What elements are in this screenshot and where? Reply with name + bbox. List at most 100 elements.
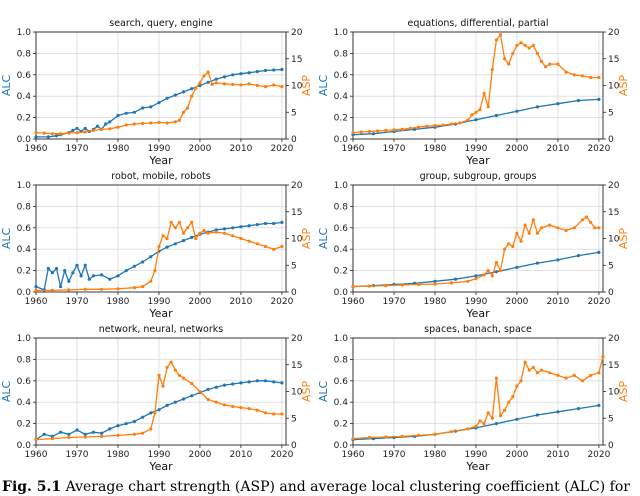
data-point-asp bbox=[503, 57, 507, 61]
data-point-asp bbox=[165, 236, 169, 241]
data-point-asp bbox=[449, 281, 453, 285]
x-tick-label: 1960 bbox=[25, 144, 48, 154]
data-point-asp bbox=[157, 373, 161, 377]
data-point-asp bbox=[231, 82, 235, 86]
data-point-alc bbox=[535, 413, 540, 417]
data-point-asp bbox=[34, 438, 38, 442]
data-point-asp bbox=[494, 376, 498, 380]
data-point-asp bbox=[280, 85, 284, 89]
data-point-asp bbox=[222, 82, 227, 86]
data-point-asp bbox=[376, 129, 380, 133]
data-point-asp bbox=[539, 226, 544, 230]
data-point-asp bbox=[198, 231, 202, 235]
data-point-asp bbox=[486, 269, 490, 273]
data-point-asp bbox=[486, 411, 490, 415]
data-point-asp bbox=[280, 412, 284, 416]
y-tick-label: 0.0 bbox=[334, 441, 349, 451]
data-point-asp bbox=[589, 220, 593, 224]
data-point-asp bbox=[482, 273, 486, 277]
y2-tick-label: 10 bbox=[608, 235, 620, 245]
data-point-asp bbox=[367, 129, 371, 134]
data-point-alc bbox=[371, 132, 376, 136]
data-point-alc bbox=[149, 411, 153, 415]
data-point-alc bbox=[576, 254, 581, 258]
data-point-alc bbox=[157, 408, 161, 412]
data-point-asp bbox=[157, 244, 161, 249]
data-point-asp bbox=[417, 433, 421, 437]
data-point-asp bbox=[470, 113, 474, 117]
data-point-alc bbox=[494, 270, 498, 274]
y-tick-label: 1.0 bbox=[334, 334, 349, 344]
figure-caption: Fig. 5.1 Average chart strength (ASP) an… bbox=[2, 478, 640, 496]
y2-tick-label: 5 bbox=[291, 414, 297, 424]
y-tick-label: 1.0 bbox=[334, 28, 349, 38]
data-point-asp bbox=[478, 108, 482, 112]
data-point-alc bbox=[272, 68, 276, 72]
data-point-alc bbox=[231, 73, 235, 77]
data-point-asp bbox=[247, 82, 251, 86]
y-tick-label: 0.0 bbox=[334, 288, 349, 298]
y-axis-label-alc: ALC bbox=[317, 381, 330, 403]
y2-tick-label: 15 bbox=[608, 361, 619, 371]
y-tick-label: 0.4 bbox=[17, 92, 32, 102]
data-point-asp bbox=[498, 33, 503, 37]
data-point-alc bbox=[83, 432, 87, 436]
data-point-alc bbox=[231, 226, 235, 230]
data-point-alc bbox=[173, 242, 177, 246]
chart-title: equations, differential, partial bbox=[408, 18, 549, 29]
data-point-asp bbox=[153, 269, 157, 273]
y2-tick-label: 10 bbox=[291, 388, 303, 398]
data-point-asp bbox=[91, 128, 95, 132]
x-tick-label: 2010 bbox=[229, 450, 252, 460]
data-point-asp bbox=[190, 381, 194, 386]
x-tick-label: 2000 bbox=[188, 450, 211, 460]
data-point-alc bbox=[91, 430, 95, 434]
x-tick-label: 2020 bbox=[270, 450, 293, 460]
data-point-asp bbox=[50, 132, 55, 136]
data-point-asp bbox=[194, 86, 198, 90]
x-tick-label: 2010 bbox=[546, 450, 569, 460]
data-point-asp bbox=[531, 365, 535, 369]
x-axis-label: Year bbox=[465, 154, 490, 167]
y-tick-label: 0.2 bbox=[17, 420, 31, 430]
data-point-asp bbox=[141, 285, 145, 289]
data-point-asp bbox=[384, 284, 388, 288]
data-point-alc bbox=[556, 102, 560, 106]
data-point-alc bbox=[214, 77, 218, 81]
data-point-alc bbox=[535, 105, 540, 109]
data-point-asp bbox=[34, 288, 38, 292]
y2-tick-label: 5 bbox=[608, 261, 614, 271]
data-point-alc bbox=[100, 431, 104, 435]
x-tick-label: 2010 bbox=[546, 144, 569, 154]
x-axis-label: Year bbox=[465, 307, 490, 320]
data-point-asp bbox=[544, 65, 548, 69]
data-point-asp bbox=[161, 384, 165, 388]
data-point-alc bbox=[141, 415, 145, 419]
data-point-asp bbox=[206, 397, 210, 402]
data-point-asp bbox=[59, 132, 63, 136]
y2-tick-label: 15 bbox=[608, 208, 619, 218]
data-point-alc bbox=[141, 260, 145, 264]
y2-tick-label: 20 bbox=[608, 28, 620, 38]
chart-title: search, query, engine bbox=[109, 18, 213, 29]
data-point-alc bbox=[132, 419, 136, 424]
data-point-alc bbox=[190, 394, 194, 398]
data-point-asp bbox=[50, 288, 55, 292]
data-point-alc bbox=[206, 387, 210, 391]
data-point-alc bbox=[474, 118, 478, 122]
x-tick-label: 2020 bbox=[270, 297, 293, 307]
data-point-alc bbox=[255, 70, 259, 74]
data-point-asp bbox=[449, 122, 453, 126]
data-point-alc bbox=[132, 264, 136, 268]
data-point-alc bbox=[515, 265, 519, 269]
y-tick-label: 0.0 bbox=[17, 135, 32, 145]
data-point-alc bbox=[165, 96, 169, 100]
data-point-asp bbox=[83, 130, 87, 134]
y2-tick-label: 20 bbox=[291, 28, 303, 38]
data-point-asp bbox=[198, 389, 202, 394]
y-tick-label: 0.2 bbox=[334, 114, 348, 124]
chart-title: spaces, banach, space bbox=[424, 324, 532, 335]
data-point-alc bbox=[206, 80, 210, 84]
data-point-asp bbox=[194, 236, 198, 241]
